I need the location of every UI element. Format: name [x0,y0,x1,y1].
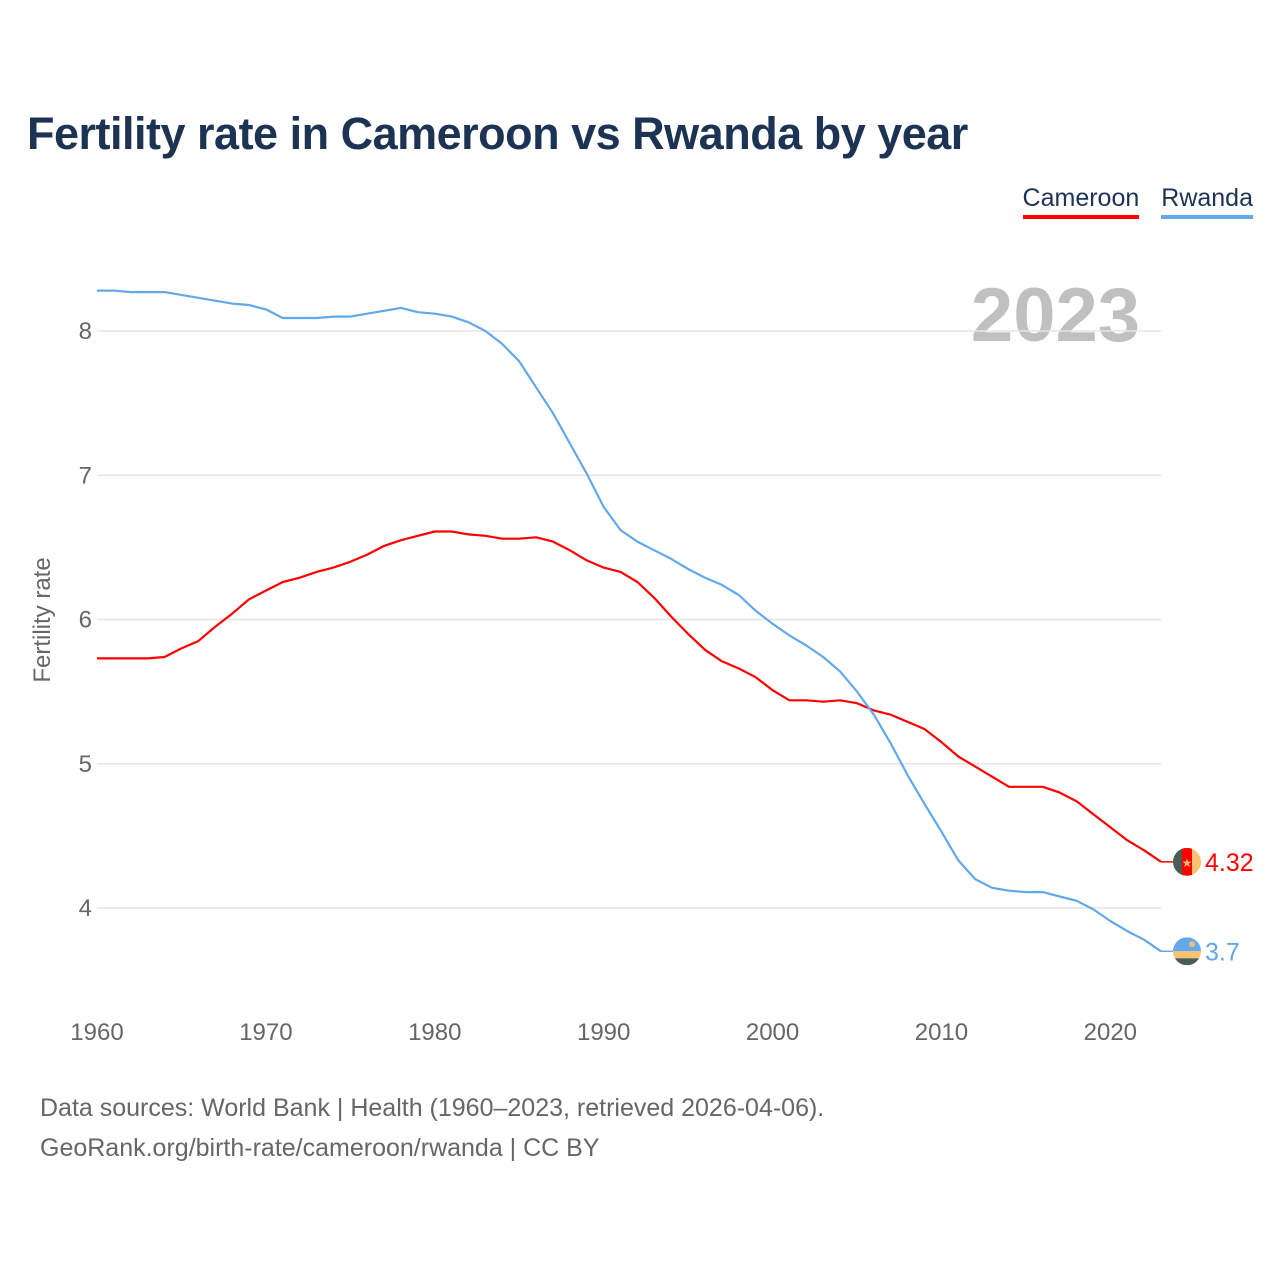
y-tick-label: 5 [79,751,92,778]
y-tick-label: 7 [79,462,92,489]
cameroon-flag-icon: ★ [1173,847,1201,876]
legend: Cameroon Rwanda [1022,184,1253,219]
series-line-cameroon[interactable] [97,530,1162,863]
x-tick-label: 1970 [239,1019,292,1046]
y-tick-label: 4 [79,895,92,922]
end-value-label: 3.7 [1205,938,1240,966]
y-axis-label: Fertility rate [29,557,56,682]
x-tick-label: 2010 [915,1019,968,1046]
x-tick-label: 1990 [577,1019,630,1046]
legend-item-rwanda[interactable]: Rwanda [1161,184,1253,219]
series-line-rwanda[interactable] [97,289,1162,953]
svg-text:★: ★ [1182,856,1193,870]
y-tick-label: 6 [79,607,92,634]
chart-title: Fertility rate in Cameroon vs Rwanda by … [27,108,968,159]
x-tick-label: 1960 [70,1019,123,1046]
x-tick-label: 2020 [1084,1019,1137,1046]
y-tick-label: 8 [79,318,92,345]
data-sources: Data sources: World Bank | Health (1960–… [40,1094,825,1122]
end-value-label: 4.32 [1205,849,1254,877]
x-tick-label: 2000 [746,1019,799,1046]
year-watermark: 2023 [971,273,1140,358]
x-tick-label: 1980 [408,1019,461,1046]
legend-item-cameroon[interactable]: Cameroon [1022,184,1140,219]
source-link[interactable]: GeoRank.org/birth-rate/cameroon/rwanda |… [40,1134,600,1162]
rwanda-flag-icon [1173,937,1201,966]
footer: Data sources: World Bank | Health (1960–… [40,1088,824,1168]
